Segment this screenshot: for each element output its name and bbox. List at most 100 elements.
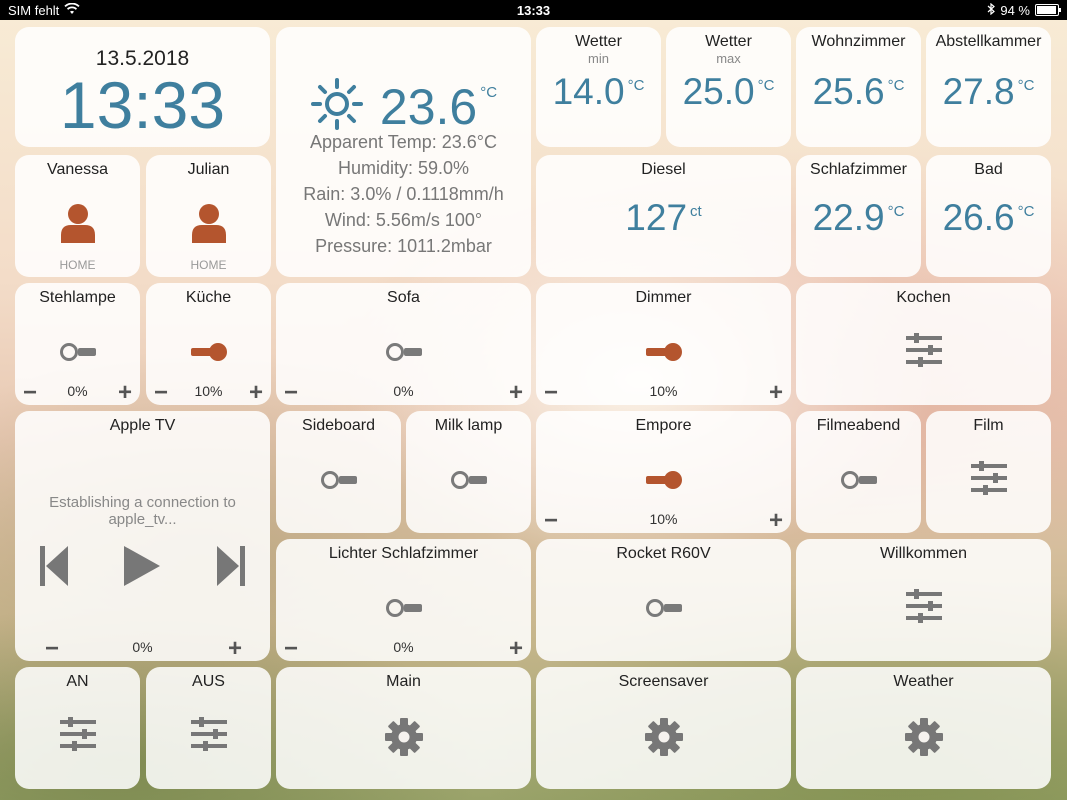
toggle-off-icon[interactable] (319, 469, 359, 496)
increase-button[interactable]: + (768, 507, 783, 533)
light-stehlampe[interactable]: Stehlampe − 0% + (15, 283, 140, 405)
toggle-on-icon[interactable] (644, 469, 684, 496)
sensor-value: 27.8 °C (942, 71, 1035, 112)
person-icon (60, 203, 95, 248)
light-sofa[interactable]: Sofa − 0% + (276, 283, 531, 405)
apparent-temp: Apparent Temp: 23.6°C (310, 132, 497, 152)
volume-down-button[interactable]: − (45, 635, 60, 661)
light-sideboard[interactable]: Sideboard (276, 411, 401, 533)
sensor-value: 14.0 °C (552, 71, 645, 112)
scene-title: Willkommen (879, 545, 968, 562)
humidity: Humidity: 59.0% (337, 158, 470, 178)
sensor-bad[interactable]: Bad 26.6 °C (926, 155, 1051, 277)
brightness-value: 0% (393, 383, 414, 399)
toggle-off-icon[interactable] (58, 341, 98, 368)
increase-button[interactable]: + (248, 379, 263, 405)
apple-tv-title: Apple TV (109, 417, 176, 434)
light-kueche[interactable]: Küche − 10% + (146, 283, 271, 405)
switch-rocket[interactable]: Rocket R60V (536, 539, 791, 661)
weather-temp-unit: °C (480, 83, 498, 101)
rain: Rain: 3.0% / 0.1118mm/h (303, 184, 504, 204)
light-dimmer[interactable]: Dimmer − 10% + (536, 283, 791, 405)
toggle-on-icon[interactable] (189, 341, 229, 368)
sensor-title: Abstellkammer (935, 33, 1042, 50)
decrease-button[interactable]: − (544, 379, 559, 405)
increase-button[interactable]: + (508, 379, 523, 405)
apple-tv-tile[interactable]: Apple TV Establishing a connection to ap… (15, 411, 270, 661)
increase-button[interactable]: + (768, 379, 783, 405)
toggle-on-icon[interactable] (644, 341, 684, 368)
person-name: Vanessa (46, 161, 109, 178)
page-weather[interactable]: Weather (796, 667, 1051, 789)
status-time: 13:33 (516, 2, 551, 18)
increase-button[interactable]: + (117, 379, 132, 405)
sensor-title: Wohnzimmer (811, 33, 906, 50)
decrease-button[interactable]: − (284, 379, 299, 405)
sensor-title: Wetter (575, 33, 622, 50)
volume-value: 0% (132, 639, 153, 655)
scene-kochen[interactable]: Kochen (796, 283, 1051, 405)
decrease-button[interactable]: − (284, 635, 299, 661)
increase-button[interactable]: + (508, 635, 523, 661)
next-track-icon[interactable] (217, 546, 245, 591)
sun-icon (310, 77, 364, 136)
scene-aus[interactable]: AUS (146, 667, 271, 789)
brightness-value: 0% (393, 639, 414, 655)
light-filmeabend[interactable]: Filmeabend (796, 411, 921, 533)
sensor-wetter-max[interactable]: Wetter max 25.0 °C (666, 27, 791, 147)
volume-up-button[interactable]: + (227, 635, 242, 661)
sensor-title: Schlafzimmer (810, 161, 907, 178)
light-title: Dimmer (635, 289, 692, 306)
light-title: Lichter Schlafzimmer (328, 545, 479, 562)
sensor-wohnzimmer[interactable]: Wohnzimmer 25.6 °C (796, 27, 921, 147)
brightness-value: 10% (194, 383, 223, 399)
carrier-label: SIM fehlt (8, 2, 60, 18)
toggle-off-icon[interactable] (839, 469, 879, 496)
gear-icon (384, 717, 424, 762)
light-milk-lamp[interactable]: Milk lamp (406, 411, 531, 533)
decrease-button[interactable]: − (23, 379, 38, 405)
decrease-button[interactable]: − (544, 507, 559, 533)
previous-track-icon[interactable] (40, 546, 68, 591)
page-screensaver[interactable]: Screensaver (536, 667, 791, 789)
sensor-value: 127 ct (625, 197, 702, 238)
page-title: Weather (893, 673, 954, 690)
light-title: Rocket R60V (616, 545, 711, 562)
sensor-wetter-min[interactable]: Wetter min 14.0 °C (536, 27, 661, 147)
page-main[interactable]: Main (276, 667, 531, 789)
decrease-button[interactable]: − (154, 379, 169, 405)
light-empore[interactable]: Empore − 10% + (536, 411, 791, 533)
sensor-value: 25.0 °C (682, 71, 775, 112)
light-title: Filmeabend (816, 417, 901, 434)
wind: Wind: 5.56m/s 100° (324, 210, 483, 230)
scene-an[interactable]: AN (15, 667, 140, 789)
scene-willkommen[interactable]: Willkommen (796, 539, 1051, 661)
scene-title: AN (66, 673, 89, 690)
presence-vanessa[interactable]: Vanessa HOME (15, 155, 140, 277)
sensor-schlafzimmer[interactable]: Schlafzimmer 22.9 °C (796, 155, 921, 277)
toggle-off-icon[interactable] (384, 597, 424, 624)
person-icon (191, 203, 226, 248)
brightness-value: 10% (649, 383, 678, 399)
pressure: Pressure: 1011.2mbar (315, 236, 492, 256)
date-label: 13.5.2018 (95, 47, 190, 70)
toggle-off-icon[interactable] (449, 469, 489, 496)
sensor-sub: max (716, 51, 741, 66)
weather-tile[interactable]: 23.6 °C Apparent Temp: 23.6°C Humidity: 5… (276, 27, 531, 277)
toggle-off-icon[interactable] (644, 597, 684, 624)
apple-tv-status: Establishing a connection to apple_tv... (49, 494, 236, 528)
wifi-icon (64, 2, 80, 18)
sensor-title: Diesel (641, 161, 686, 178)
sensor-abstellkammer[interactable]: Abstellkammer 27.8 °C (926, 27, 1051, 147)
clock-tile: 13.5.2018 13:33 (15, 27, 270, 147)
scene-film[interactable]: Film (926, 411, 1051, 533)
sliders-icon (190, 717, 227, 756)
play-icon[interactable] (124, 546, 160, 591)
presence-julian[interactable]: Julian HOME (146, 155, 271, 277)
sensor-diesel[interactable]: Diesel 127 ct (536, 155, 791, 277)
page-title: Main (386, 673, 421, 690)
light-title: Küche (185, 289, 232, 306)
toggle-off-icon[interactable] (384, 341, 424, 368)
light-lichter-schlafzimmer[interactable]: Lichter Schlafzimmer − 0% + (276, 539, 531, 661)
brightness-value: 0% (67, 383, 88, 399)
